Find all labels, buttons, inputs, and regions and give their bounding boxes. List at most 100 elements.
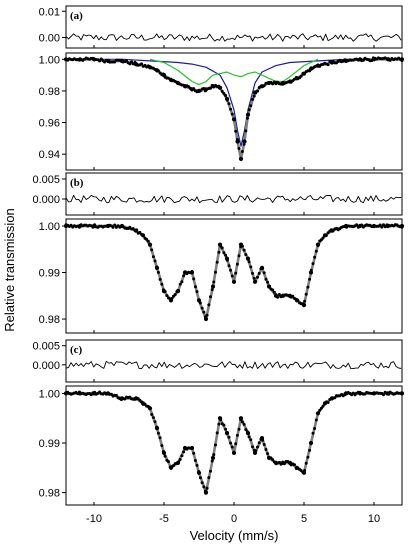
scatter-dot — [240, 420, 244, 424]
scatter-dot — [360, 223, 364, 227]
scatter-dot — [234, 442, 238, 446]
scatter-dot — [249, 104, 253, 108]
scatter-dot — [111, 225, 115, 229]
scatter-dot — [314, 418, 318, 422]
scatter-dot — [114, 393, 118, 397]
scatter-dot — [225, 258, 229, 262]
scatter-dot — [240, 150, 244, 153]
scatter-dot — [217, 250, 221, 254]
scatter-dot — [178, 458, 182, 461]
scatter-dot — [251, 271, 254, 275]
scatter-dot — [234, 271, 238, 275]
x-tick-label: -10 — [86, 513, 102, 525]
scatter-dot — [261, 266, 265, 270]
scatter-dot — [276, 295, 280, 299]
scatter-dot — [151, 255, 155, 259]
scatter-dot — [249, 265, 253, 269]
scatter-dot — [202, 485, 206, 489]
scatter-dot — [161, 450, 165, 453]
scatter-dot — [163, 454, 167, 458]
scatter-dot — [313, 255, 317, 259]
scatter-dot — [291, 294, 295, 298]
scatter-dot — [247, 108, 251, 112]
x-tick-label: 5 — [301, 513, 307, 525]
scatter-dot — [153, 420, 157, 424]
scatter-dot — [306, 285, 310, 289]
scatter-dot — [151, 416, 155, 420]
scatter-dot — [309, 268, 313, 272]
scatter-dot — [245, 116, 249, 120]
scatter-dot — [296, 298, 300, 302]
scatter-dot — [237, 427, 241, 431]
scatter-dot — [177, 289, 181, 293]
scatter-dot — [230, 112, 234, 116]
scatter-dot — [331, 229, 335, 233]
scatter-dot — [355, 223, 359, 227]
scatter-dot — [148, 406, 152, 410]
scatter-dot — [232, 117, 236, 121]
scatter-dot — [266, 452, 270, 456]
scatter-dot — [210, 459, 214, 463]
scatter-dot — [224, 94, 228, 97]
scatter-dot — [400, 225, 404, 229]
fit-curve — [66, 392, 402, 494]
scatter-dot — [130, 60, 133, 64]
scatter-dot — [239, 418, 243, 422]
residual-trace — [65, 33, 402, 42]
scatter-dot — [237, 147, 241, 150]
scatter-dot — [195, 463, 199, 467]
scatter-dot — [256, 275, 259, 279]
scatter-dot — [267, 285, 271, 289]
scatter-dot — [321, 404, 325, 408]
panel-label: (b) — [70, 177, 84, 189]
scatter-dot — [247, 260, 251, 264]
residual-frame — [65, 5, 403, 49]
scatter-dot — [277, 293, 281, 296]
scatter-dot — [198, 301, 202, 305]
data-point — [210, 455, 216, 460]
scatter-dot — [304, 461, 308, 465]
scatter-dot — [224, 427, 228, 431]
scatter-dot — [193, 285, 197, 289]
residual-frame — [65, 172, 403, 216]
scatter-dot — [251, 97, 254, 101]
scatter-dot — [202, 310, 206, 314]
scatter-dot — [313, 427, 317, 430]
scatter-dot — [304, 292, 308, 296]
scatter-dot — [308, 448, 312, 452]
scatter-dot — [98, 59, 102, 63]
scatter-dot — [242, 142, 246, 146]
scatter-dot — [306, 455, 310, 459]
scatter-dot — [230, 445, 234, 449]
scatter-dot — [160, 444, 164, 448]
scatter-dot — [287, 461, 291, 464]
scatter-dot — [158, 277, 162, 281]
data-point — [242, 139, 247, 144]
spectrum-y-tick-label: 0.98 — [39, 488, 60, 500]
scatter-dot — [177, 460, 181, 464]
scatter-dot — [229, 441, 233, 445]
scatter-dot — [150, 248, 154, 252]
residual-y-tick-label: 0.005 — [32, 341, 60, 353]
scatter-dot — [203, 489, 207, 493]
scatter-dot — [200, 306, 204, 310]
scatter-dot — [240, 244, 244, 248]
residual-y-tick-label: 0.005 — [32, 174, 60, 186]
scatter-dot — [125, 59, 128, 63]
panel-label: (a) — [70, 10, 83, 22]
scatter-dot — [314, 249, 318, 253]
scatter-dot — [257, 271, 261, 275]
scatter-dot — [230, 274, 234, 278]
scatter-dot — [244, 253, 248, 257]
fit-curve — [66, 224, 402, 321]
scatter-dot — [212, 453, 216, 457]
data-point — [210, 284, 216, 289]
scatter-dot — [282, 462, 286, 466]
scatter-dot — [155, 265, 159, 269]
scatter-dot — [225, 98, 229, 102]
scatter-dot — [167, 460, 170, 464]
scatter-dot — [242, 248, 246, 252]
scatter-dot — [229, 268, 233, 272]
scatter-dot — [272, 290, 276, 294]
residual-y-tick-label: 0.01 — [39, 6, 60, 18]
